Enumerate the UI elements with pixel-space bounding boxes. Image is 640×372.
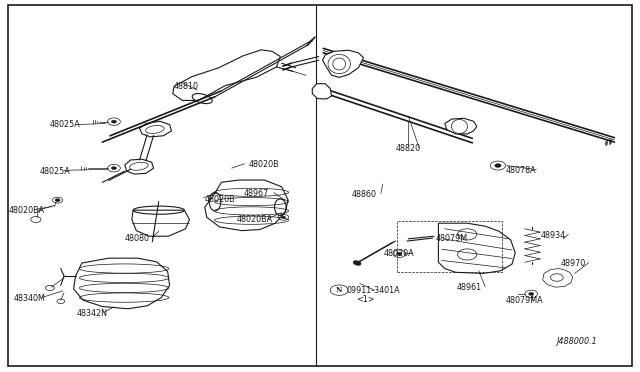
Text: 48025A: 48025A xyxy=(50,120,81,129)
Circle shape xyxy=(111,167,116,170)
Text: 48020B: 48020B xyxy=(205,195,236,203)
Text: 48020A: 48020A xyxy=(384,249,415,258)
Circle shape xyxy=(495,164,501,167)
Polygon shape xyxy=(74,258,170,309)
Polygon shape xyxy=(445,118,477,134)
Text: 09911-3401A: 09911-3401A xyxy=(347,286,401,295)
Text: 48934: 48934 xyxy=(541,231,566,240)
Polygon shape xyxy=(323,50,364,77)
Circle shape xyxy=(55,199,60,202)
Text: 48020B: 48020B xyxy=(248,160,279,169)
Text: 48340M: 48340M xyxy=(14,294,46,303)
Text: 48342N: 48342N xyxy=(77,309,108,318)
Polygon shape xyxy=(438,223,515,273)
Circle shape xyxy=(111,120,116,123)
Circle shape xyxy=(397,252,402,255)
Text: 48078A: 48078A xyxy=(506,166,536,175)
Text: 48810: 48810 xyxy=(174,82,199,91)
Text: <1>: <1> xyxy=(356,295,374,304)
Text: J488000.1: J488000.1 xyxy=(557,337,598,346)
Polygon shape xyxy=(205,180,288,231)
Text: 48967: 48967 xyxy=(243,189,268,198)
Text: 48080: 48080 xyxy=(125,234,150,243)
Polygon shape xyxy=(312,84,332,99)
Text: N: N xyxy=(336,286,342,294)
Text: 48860: 48860 xyxy=(352,190,377,199)
Text: 48970: 48970 xyxy=(561,259,586,268)
Circle shape xyxy=(282,216,285,218)
Text: 48079MA: 48079MA xyxy=(506,296,543,305)
Text: 48020BA: 48020BA xyxy=(9,206,45,215)
Bar xyxy=(397,221,502,272)
Ellipse shape xyxy=(353,261,361,265)
Text: 48961: 48961 xyxy=(457,283,482,292)
Text: 48820: 48820 xyxy=(396,144,420,153)
Circle shape xyxy=(529,292,534,295)
Polygon shape xyxy=(132,210,189,236)
Text: 48020BA: 48020BA xyxy=(237,215,273,224)
Text: 48025A: 48025A xyxy=(40,167,70,176)
Polygon shape xyxy=(543,269,573,287)
Text: 48079M: 48079M xyxy=(435,234,467,243)
